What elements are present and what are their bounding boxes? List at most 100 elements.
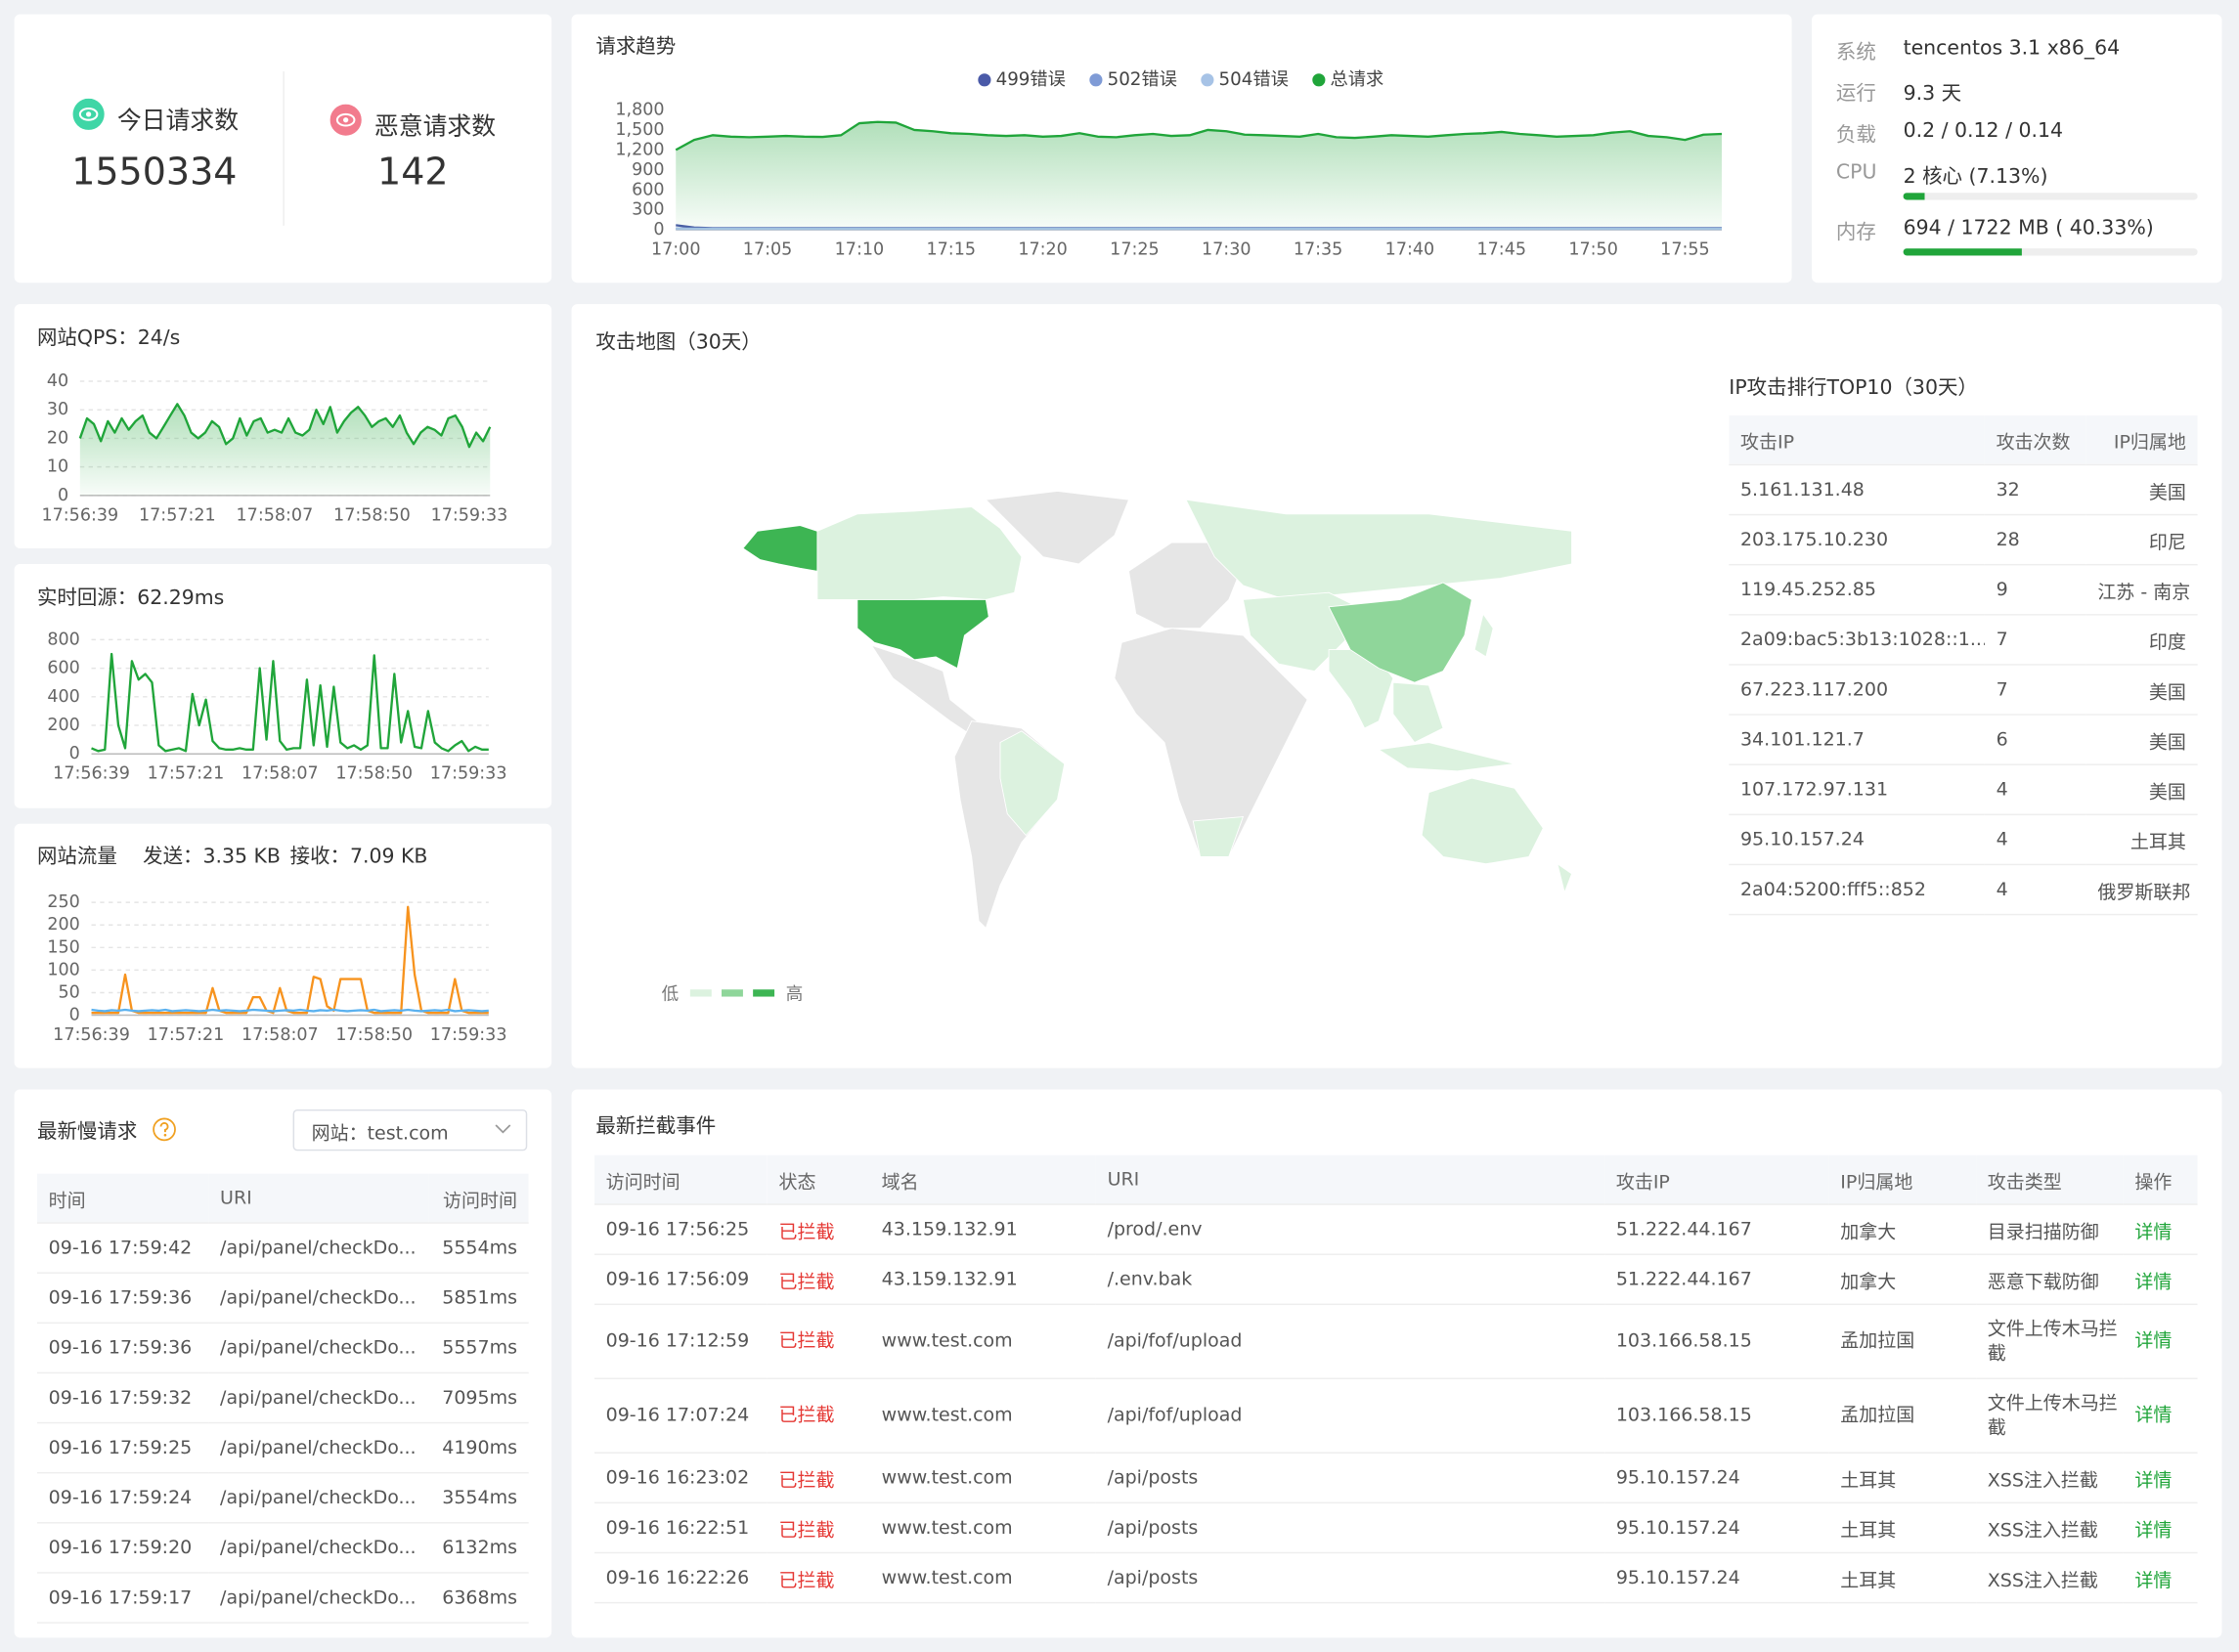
- table-cell: 09-16 17:59:17: [36, 1572, 209, 1624]
- table-cell: 09-16 16:22:51: [593, 1502, 768, 1554]
- table-cell: 已拦截: [767, 1378, 870, 1454]
- table-cell: 7: [1984, 614, 2086, 666]
- table-cell: 4190ms: [428, 1422, 529, 1474]
- table-cell: /api/fof/upload: [1095, 1304, 1605, 1380]
- table-cell: 2a09:bac5:3b13:1028::1...: [1729, 614, 1985, 666]
- table-cell[interactable]: 详情: [2123, 1502, 2198, 1554]
- table-cell[interactable]: 详情: [2123, 1378, 2198, 1454]
- legend-low: 低: [661, 983, 680, 1004]
- table-row: 09-16 17:12:59 已拦截 www.test.com/api/fof/up…: [593, 1304, 2198, 1380]
- header-row: 访问时间 状态 域名 URI 攻击IP IP归属地 攻击类型 操作: [593, 1154, 2198, 1205]
- table-cell: 7095ms: [428, 1372, 529, 1424]
- sys-label: 运行: [1835, 82, 1876, 107]
- table-cell: www.test.com: [869, 1502, 1096, 1554]
- header-row: 攻击IP 攻击次数 IP归属地: [1729, 415, 2198, 466]
- table-cell: /api/panel/checkDo...: [208, 1273, 429, 1325]
- table-cell: 已拦截: [767, 1304, 870, 1380]
- table-cell: 95.10.157.24: [1604, 1552, 1829, 1604]
- table-cell: 09-16 17:59:42: [36, 1223, 209, 1274]
- ip-top-table: 攻击IP 攻击次数 IP归属地 5.161.131.48 32 美国 203.175.10.…: [1729, 415, 2198, 916]
- table-row: 09-16 16:22:26 已拦截 www.test.com/api/posts 9…: [593, 1552, 2198, 1604]
- help-icon[interactable]: [152, 1116, 177, 1142]
- table-row: 67.223.117.200 7 美国: [1729, 664, 2198, 716]
- table-cell: 28: [1984, 514, 2086, 566]
- stat-label: 恶意请求数: [373, 112, 497, 142]
- slow-panel: 最新慢请求 网站：test.com 时间 URI 访问时间 09-16 17:59:4…: [14, 1089, 552, 1638]
- sys-label: 负载: [1835, 124, 1876, 148]
- table-row: 34.101.121.7 6 美国: [1729, 715, 2198, 765]
- table-cell: 51.222.44.167: [1604, 1204, 1829, 1255]
- traffic-panel: [14, 823, 552, 1068]
- events-panel: 最新拦截事件 访问时间 状态 域名 URI 攻击IP IP归属地 攻击类型 操作 09-16 1…: [571, 1089, 2222, 1638]
- table-cell[interactable]: 详情: [2123, 1304, 2198, 1380]
- table-cell: 103.166.58.15: [1604, 1304, 1829, 1380]
- table-row: 09-16 16:23:02 已拦截 www.test.com/api/posts 9…: [593, 1453, 2198, 1504]
- table-cell: 加拿大: [1828, 1204, 1977, 1255]
- table-cell[interactable]: 详情: [2123, 1204, 2198, 1255]
- table-cell: /api/panel/checkDo...: [208, 1522, 429, 1574]
- table-row: 09-16 17:59:42/api/panel/checkDo... 5554m…: [36, 1223, 529, 1274]
- table-cell: 4: [1984, 814, 2086, 866]
- table-cell: 土耳其: [1828, 1453, 1977, 1504]
- table-cell: 4: [1984, 864, 2086, 916]
- system-panel: 系统 tencentos 3.1 x86_64 运行 9.3 天负载 0.2 / 0.1…: [1812, 14, 2222, 283]
- table-cell: 43.159.132.91: [869, 1254, 1096, 1306]
- qps-panel: [14, 304, 552, 548]
- table-row: 09-16 17:56:25 已拦截 43.159.132.91/prod/.env…: [593, 1204, 2198, 1255]
- table-cell: www.test.com: [869, 1552, 1096, 1604]
- table-cell: 95.10.157.24: [1604, 1453, 1829, 1504]
- slow-title: 最新慢请求: [36, 1120, 138, 1144]
- header-cell: IP归属地: [1828, 1154, 1977, 1205]
- table-cell: 已拦截: [767, 1254, 870, 1306]
- table-cell: /api/posts: [1095, 1453, 1605, 1504]
- table-cell: XSS注入拦截: [1976, 1502, 2124, 1554]
- table-cell: 67.223.117.200: [1729, 664, 1985, 716]
- table-cell: 09-16 16:22:26: [593, 1552, 768, 1604]
- table-cell[interactable]: 详情: [2123, 1453, 2198, 1504]
- table-cell: 文件上传木马拦截: [1976, 1378, 2124, 1454]
- table-cell[interactable]: 详情: [2123, 1254, 2198, 1306]
- stat-label: 今日请求数: [116, 107, 240, 136]
- table-cell: 已拦截: [767, 1204, 870, 1255]
- stat-value: 142: [377, 151, 449, 195]
- header-cell: URI: [1095, 1154, 1605, 1205]
- table-cell: 6368ms: [428, 1572, 529, 1624]
- progress-track: [1903, 248, 2198, 256]
- header-cell: 攻击类型: [1976, 1154, 2124, 1205]
- header-cell: 访问时间: [428, 1173, 529, 1224]
- overview-panel: 今日请求数 1550334 恶意请求数 142: [14, 14, 552, 283]
- table-cell: 09-16 17:59:24: [36, 1472, 209, 1524]
- table-cell: www.test.com: [869, 1378, 1096, 1454]
- table-cell: 09-16 17:59:32: [36, 1372, 209, 1424]
- table-cell: 32: [1984, 464, 2086, 516]
- legend-high: 高: [785, 983, 804, 1004]
- table-row: 107.172.97.131 4 美国: [1729, 764, 2198, 816]
- table-cell: /api/panel/checkDo...: [208, 1372, 429, 1424]
- legend-swatch: [689, 989, 712, 997]
- table-cell: 95.10.157.24: [1729, 814, 1985, 866]
- header-cell: 攻击次数: [1984, 415, 2086, 466]
- table-cell: 6: [1984, 715, 2086, 765]
- select-text: 网站：test.com: [311, 1123, 449, 1146]
- progress-track: [1903, 193, 2198, 200]
- events-table: 访问时间 状态 域名 URI 攻击IP IP归属地 攻击类型 操作 09-16 17:56:25…: [593, 1154, 2198, 1614]
- divider: [283, 71, 285, 226]
- site-select[interactable]: 网站：test.com: [292, 1109, 528, 1152]
- eye-icon: [329, 104, 362, 136]
- table-cell: /api/posts: [1095, 1552, 1605, 1604]
- table-cell: 43.159.132.91: [869, 1204, 1096, 1255]
- table-cell: 美国: [2085, 664, 2198, 716]
- table-row: 09-16 17:59:17/api/panel/checkDo... 6368m…: [36, 1572, 529, 1624]
- table-cell: 09-16 17:59:20: [36, 1522, 209, 1574]
- table-cell: 已拦截: [767, 1453, 870, 1504]
- header-cell: URI: [208, 1173, 429, 1224]
- table-cell: 09-16 17:56:25: [593, 1204, 768, 1255]
- table-cell: 加拿大: [1828, 1254, 1977, 1306]
- table-cell[interactable]: 详情: [2123, 1552, 2198, 1604]
- table-cell: 103.166.58.15: [1604, 1378, 1829, 1454]
- chevron: [495, 1124, 511, 1134]
- table-cell: 119.45.252.85: [1729, 564, 1985, 616]
- table-cell: 09-16 17:12:59: [593, 1304, 768, 1380]
- sys-value: 694 / 1722 MB ( 40.33%): [1903, 217, 2154, 240]
- table-cell: 4: [1984, 764, 2086, 816]
